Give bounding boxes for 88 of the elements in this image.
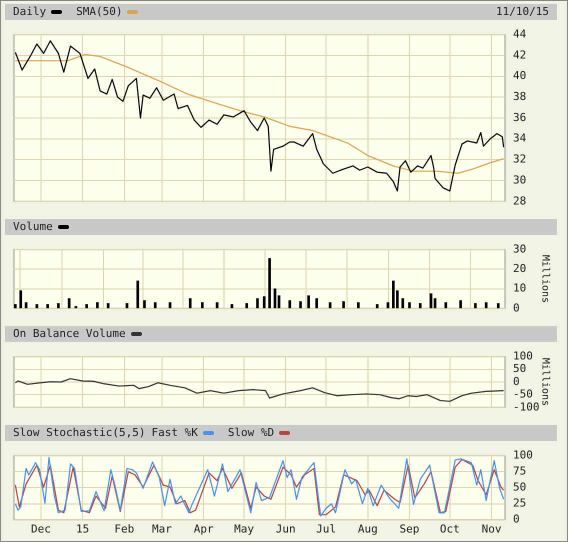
bar xyxy=(459,300,462,308)
y-tick-label: 36 xyxy=(513,110,526,124)
y-tick-label: 30 xyxy=(513,173,526,186)
legend-label: Fast %K xyxy=(151,425,199,441)
x-tick-label: Jul xyxy=(316,522,336,536)
y-tick-label: 50 xyxy=(513,480,526,494)
bar xyxy=(315,298,318,308)
x-tick-label: Apr xyxy=(194,522,214,536)
x-tick-label: 15 xyxy=(76,522,90,536)
x-tick-label: Mar xyxy=(152,522,172,536)
bar xyxy=(57,303,60,308)
bar xyxy=(154,302,157,308)
y-tick-label: 0 xyxy=(513,301,520,314)
bar xyxy=(274,288,276,308)
bar xyxy=(24,302,28,308)
bar xyxy=(143,300,146,308)
bar xyxy=(392,280,395,308)
bar xyxy=(245,303,248,308)
y-tick-label: -50 xyxy=(513,388,533,401)
bar xyxy=(230,304,234,308)
legend-label: SMA(50) xyxy=(76,4,124,20)
x-tick-label: Aug xyxy=(358,522,378,536)
bar xyxy=(496,303,500,308)
bar xyxy=(299,301,302,308)
y-tick-label: 34 xyxy=(513,132,527,145)
bar xyxy=(136,280,140,308)
y-tick-label: 30 xyxy=(513,242,526,256)
y-tick-label: 44 xyxy=(513,27,527,40)
bar xyxy=(106,303,110,308)
bar xyxy=(376,304,379,308)
y-tick-label: 0 xyxy=(513,512,520,526)
x-tick-label: Feb xyxy=(114,522,134,536)
x-tick-label: Nov xyxy=(482,522,502,536)
legend-label: Slow %D xyxy=(228,425,276,441)
y-tick-label: 40 xyxy=(513,69,526,82)
bar xyxy=(444,302,448,308)
bar xyxy=(14,304,17,308)
y-tick-label: 25 xyxy=(513,496,526,510)
y-tick-label: 28 xyxy=(513,194,526,208)
bar xyxy=(268,258,271,308)
text: 11/10/15 xyxy=(496,4,549,20)
legend-label: On Balance Volume xyxy=(13,326,127,342)
bar xyxy=(288,300,292,308)
bar xyxy=(401,298,404,308)
x-tick-label: Oct xyxy=(440,522,460,536)
y-tick-label: 38 xyxy=(513,90,526,104)
legend-label: Volume xyxy=(13,219,54,235)
y-tick-label: 75 xyxy=(513,464,526,478)
y-tick-label: 100 xyxy=(513,349,533,362)
y-axis-title: Millions xyxy=(539,358,550,406)
y-tick-label: 42 xyxy=(513,48,526,62)
bar xyxy=(188,298,192,308)
y-tick-label: 0 xyxy=(513,374,520,388)
bar xyxy=(418,303,422,308)
x-tick-label: Sep xyxy=(400,522,420,536)
bar xyxy=(168,302,172,308)
chart-title: Slow Stochastic(5,5) xyxy=(13,425,146,441)
bar xyxy=(342,301,345,308)
bar xyxy=(357,302,360,308)
bar xyxy=(68,298,70,308)
y-tick-label: 32 xyxy=(513,152,526,166)
bar xyxy=(46,304,49,308)
bar xyxy=(408,302,411,308)
x-tick-label: Dec xyxy=(30,522,51,536)
y-tick-label: 100 xyxy=(513,448,533,462)
x-tick-label: Jun xyxy=(276,522,296,536)
bar xyxy=(96,302,99,308)
x-tick-label: May xyxy=(234,522,254,536)
bar xyxy=(85,304,88,308)
y-axis-title: Millions xyxy=(539,254,550,304)
bar xyxy=(484,302,488,308)
bar xyxy=(256,298,259,308)
bar xyxy=(36,304,38,308)
bar xyxy=(262,296,266,308)
bar xyxy=(386,302,390,308)
bar xyxy=(201,302,204,308)
y-tick-label: -100 xyxy=(513,400,540,414)
bar xyxy=(126,303,128,308)
bar xyxy=(430,293,432,308)
bar xyxy=(216,302,218,308)
bar xyxy=(19,290,22,308)
bar xyxy=(474,303,477,308)
bar xyxy=(307,295,310,308)
y-tick-label: 20 xyxy=(513,262,526,276)
y-tick-label: 50 xyxy=(513,362,526,376)
y-tick-label: 10 xyxy=(513,282,526,295)
bar xyxy=(328,302,332,308)
legend-label: Daily xyxy=(13,4,48,20)
